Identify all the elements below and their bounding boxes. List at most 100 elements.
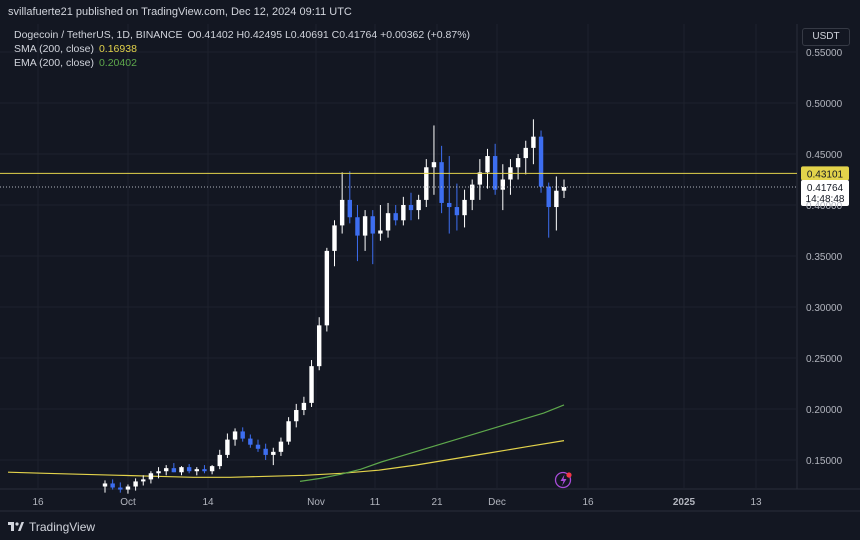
- candle[interactable]: [133, 478, 138, 491]
- last-price-tag[interactable]: [801, 180, 849, 207]
- candle[interactable]: [454, 183, 460, 231]
- candle[interactable]: [500, 164, 505, 211]
- candle[interactable]: [378, 205, 383, 241]
- candle[interactable]: [424, 159, 429, 208]
- candle[interactable]: [546, 182, 551, 238]
- candle-body: [561, 187, 567, 191]
- candle[interactable]: [538, 130, 544, 193]
- time-tick-label: 14: [202, 497, 214, 508]
- sma-label: SMA (200, close): [14, 43, 94, 55]
- candle[interactable]: [347, 171, 352, 224]
- candle[interactable]: [401, 196, 406, 226]
- candle-body: [439, 162, 444, 203]
- time-axis[interactable]: 16 Oct 14 Nov 11 21 Dec 16 2025 13: [32, 497, 762, 508]
- candle[interactable]: [186, 464, 192, 474]
- candle[interactable]: [255, 439, 261, 452]
- candle[interactable]: [332, 220, 337, 267]
- price-tick-label: 0.35000: [806, 252, 843, 263]
- time-tick-label: 11: [370, 497, 381, 508]
- candle-body: [424, 167, 429, 200]
- candle[interactable]: [370, 210, 375, 265]
- tradingview-brand[interactable]: TradingView: [8, 520, 95, 534]
- candle-body: [408, 205, 414, 211]
- candle[interactable]: [485, 148, 490, 189]
- candle-body: [263, 448, 268, 455]
- candle[interactable]: [317, 317, 322, 371]
- candle[interactable]: [118, 482, 123, 493]
- candle[interactable]: [171, 463, 177, 473]
- candle[interactable]: [355, 205, 360, 262]
- candle[interactable]: [271, 447, 276, 466]
- candle-body: [271, 451, 276, 455]
- candle[interactable]: [324, 247, 330, 332]
- candle[interactable]: [232, 428, 238, 446]
- candle[interactable]: [248, 434, 253, 448]
- candle[interactable]: [554, 176, 559, 231]
- candle-body: [102, 483, 108, 487]
- candle[interactable]: [309, 360, 314, 407]
- candle[interactable]: [339, 172, 345, 234]
- candle[interactable]: [240, 427, 245, 442]
- lightning-event-icon[interactable]: [554, 471, 572, 489]
- candle[interactable]: [286, 417, 291, 445]
- candle[interactable]: [470, 179, 475, 211]
- candle[interactable]: [385, 202, 391, 238]
- candle[interactable]: [416, 194, 421, 220]
- candle-body: [485, 156, 490, 173]
- candle-body: [186, 467, 192, 472]
- candle[interactable]: [156, 467, 161, 479]
- candle[interactable]: [523, 140, 528, 175]
- candle[interactable]: [294, 403, 299, 428]
- candle[interactable]: [301, 396, 307, 416]
- candle[interactable]: [148, 471, 154, 484]
- candle-body: [355, 217, 360, 236]
- candle[interactable]: [110, 479, 115, 490]
- candle[interactable]: [477, 159, 483, 200]
- candle[interactable]: [209, 465, 215, 475]
- price-tick-label: 0.55000: [806, 48, 843, 59]
- candle-body: [370, 216, 375, 234]
- candle[interactable]: [447, 156, 452, 234]
- resistance-price-tag[interactable]: [801, 166, 849, 181]
- candle[interactable]: [462, 189, 467, 228]
- chart-grid: [0, 24, 860, 512]
- legend-ema-row[interactable]: EMA (200, close) 0.20402: [14, 56, 470, 70]
- candle[interactable]: [508, 159, 513, 195]
- candle[interactable]: [515, 154, 521, 180]
- symbol-title[interactable]: Dogecoin / TetherUS, 1D, BINANCE: [14, 29, 183, 41]
- ohlc-values: O0.41402 H0.42495 L0.40691 C0.41764 +0.0…: [187, 29, 471, 41]
- candle[interactable]: [125, 484, 131, 494]
- legend-symbol-row: Dogecoin / TetherUS, 1D, BINANCE O0.4140…: [14, 28, 470, 42]
- candle[interactable]: [531, 119, 536, 165]
- candle-body: [332, 225, 337, 251]
- candle[interactable]: [194, 467, 199, 476]
- candle-body: [470, 184, 475, 200]
- candle[interactable]: [202, 465, 207, 474]
- candle[interactable]: [179, 466, 184, 476]
- candle[interactable]: [263, 443, 268, 460]
- candle[interactable]: [102, 480, 108, 493]
- candle[interactable]: [408, 192, 414, 221]
- candle[interactable]: [225, 433, 230, 458]
- candle-body: [416, 199, 421, 211]
- candle[interactable]: [217, 449, 222, 470]
- candle[interactable]: [278, 437, 284, 456]
- currency-button[interactable]: USDT: [802, 28, 850, 46]
- candle-body: [324, 250, 330, 326]
- price-tick-label: 0.50000: [806, 99, 843, 110]
- candle[interactable]: [561, 179, 567, 198]
- price-axis[interactable]: 0.15000 0.20000 0.25000 0.30000 0.35000 0.400…: [806, 48, 843, 467]
- candle[interactable]: [439, 145, 444, 214]
- candle[interactable]: [431, 125, 437, 195]
- candle[interactable]: [141, 475, 146, 486]
- candle-body: [294, 410, 299, 422]
- candle-body: [248, 438, 253, 445]
- candle[interactable]: [362, 210, 368, 251]
- legend-sma-row[interactable]: SMA (200, close) 0.16938: [14, 42, 470, 56]
- candle[interactable]: [393, 205, 398, 226]
- candle[interactable]: [164, 465, 169, 476]
- time-tick-label: 13: [750, 497, 762, 508]
- price-tick-label: 0.45000: [806, 150, 843, 161]
